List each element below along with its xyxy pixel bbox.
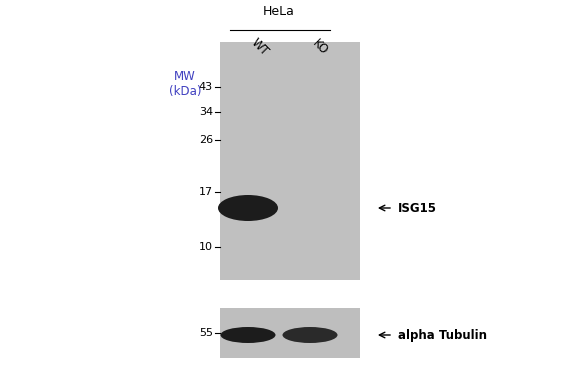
- Text: MW
(kDa): MW (kDa): [169, 70, 201, 98]
- Text: 17: 17: [199, 187, 213, 197]
- Bar: [220, 308, 360, 358]
- Ellipse shape: [218, 195, 278, 221]
- Text: 10: 10: [199, 242, 213, 252]
- Text: ISG15: ISG15: [398, 201, 437, 214]
- Bar: [220, 42, 360, 280]
- Text: 34: 34: [199, 107, 213, 117]
- Ellipse shape: [282, 327, 338, 343]
- Text: KO: KO: [310, 37, 331, 58]
- Text: HeLa: HeLa: [263, 5, 295, 18]
- Text: alpha Tubulin: alpha Tubulin: [398, 328, 487, 341]
- Text: 43: 43: [199, 82, 213, 92]
- Text: WT: WT: [248, 36, 271, 58]
- Text: 26: 26: [199, 135, 213, 145]
- Ellipse shape: [221, 327, 275, 343]
- Text: 55: 55: [199, 328, 213, 338]
